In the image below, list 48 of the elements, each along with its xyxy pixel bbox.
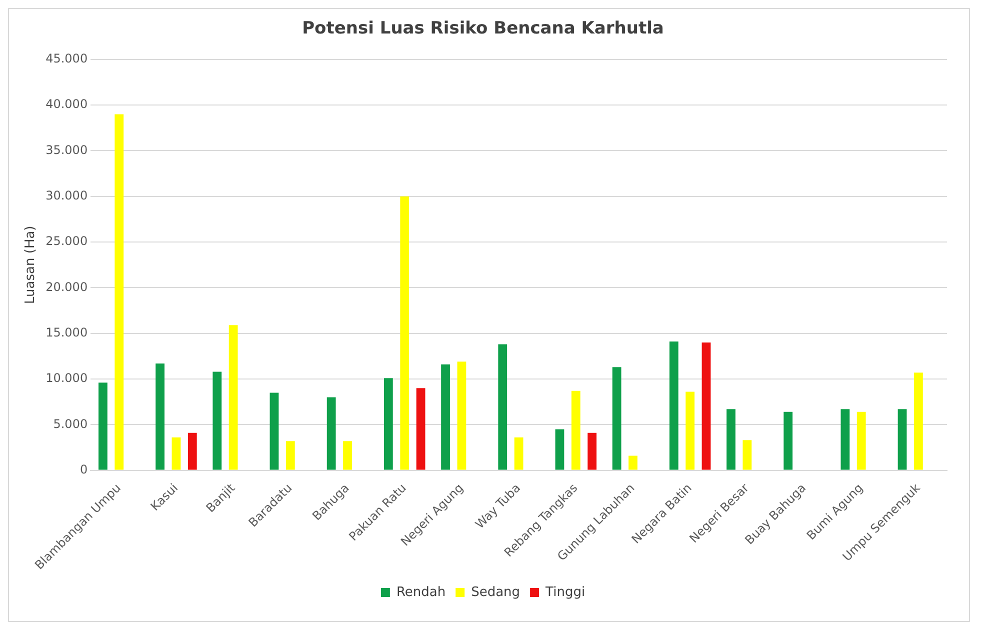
y-tick-label: 25.000 [46, 234, 88, 248]
y-tick-label: 30.000 [46, 188, 88, 202]
bar [114, 114, 124, 470]
bar [726, 409, 736, 470]
y-tick-label: 5.000 [53, 416, 88, 431]
legend-label: Rendah [396, 584, 446, 600]
bar [742, 440, 752, 470]
bar [98, 382, 108, 470]
bar [343, 441, 352, 470]
bar [856, 412, 866, 470]
bar [270, 392, 279, 470]
y-tick-label: 0 [80, 462, 88, 476]
bar [784, 412, 793, 470]
chart-title: Potensi Luas Risiko Bencana Karhutla [302, 18, 664, 39]
bar [898, 409, 907, 470]
y-tick-label: 45.000 [46, 52, 88, 66]
y-axis-title: Luasan (Ha) [23, 226, 38, 304]
bar [457, 362, 466, 470]
bar [228, 325, 238, 470]
bar [702, 342, 711, 470]
bar [212, 372, 222, 470]
bar [588, 432, 597, 470]
legend-label: Tinggi [544, 584, 586, 600]
y-tick-label: 35.000 [46, 142, 88, 157]
bar [840, 409, 850, 470]
bar [628, 456, 638, 470]
y-tick-label: 10.000 [46, 371, 88, 386]
bar [286, 441, 295, 470]
bar [384, 378, 393, 470]
bar [172, 437, 181, 470]
bar [914, 372, 923, 470]
bar [612, 367, 622, 470]
y-tick-label: 40.000 [46, 97, 88, 112]
bar [555, 429, 564, 470]
bar [441, 364, 450, 470]
bar [416, 388, 426, 470]
y-tick-label: 15.000 [46, 325, 88, 340]
y-tick-label: 20.000 [46, 280, 88, 294]
bar [498, 344, 508, 470]
bar [669, 342, 678, 470]
bar [686, 392, 695, 470]
bar [326, 397, 336, 470]
bar [156, 363, 164, 470]
bar [400, 196, 410, 470]
bar [514, 437, 524, 470]
legend-label: Sedang [471, 584, 520, 600]
bar [188, 432, 197, 470]
bar [571, 390, 580, 470]
